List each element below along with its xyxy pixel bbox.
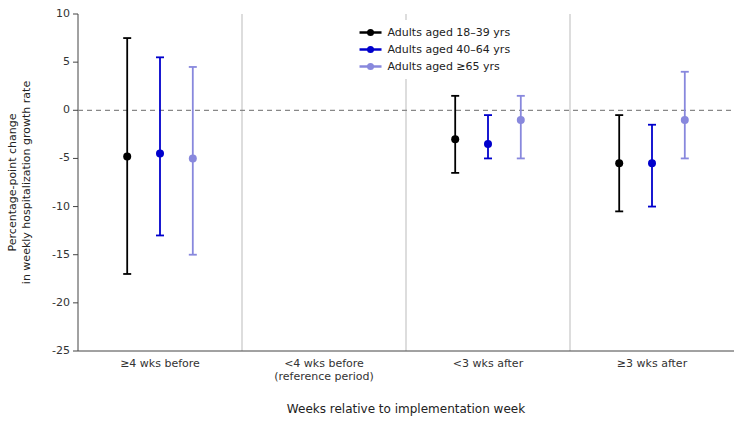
series: [189, 67, 689, 255]
error-bar: [684, 72, 686, 159]
legend-marker: [367, 46, 374, 53]
legend-label: Adults aged ≥65 yrs: [388, 60, 501, 73]
chart: 10 5 0 -5 -10 -15 -20 -25 ≥4 wks before <4 wks be…: [0, 0, 750, 423]
x-tick-label: ≥4 wks before: [120, 357, 200, 370]
y-tick-label: -10: [52, 200, 70, 213]
legend-item: Adults aged 18–39 yrs: [360, 26, 511, 39]
group-divider: [242, 14, 243, 351]
error-cap: [484, 158, 492, 160]
error-cap: [451, 95, 459, 97]
point: [189, 154, 197, 162]
point: [123, 153, 131, 161]
y-tick: [73, 302, 78, 303]
y-tick: [73, 254, 78, 255]
legend-item: Adults aged 40–64 yrs: [360, 43, 511, 56]
y-axis-title-line: in weekly hospitalization growth rate: [20, 81, 33, 285]
error-bar: [520, 96, 522, 159]
x-tick-label: <4 wks before(reference period): [274, 357, 374, 383]
x-tick-label-line: <4 wks before: [284, 357, 364, 370]
error-point: [681, 72, 689, 159]
x-tick-label-line: ≥4 wks before: [120, 357, 200, 370]
error-point: [123, 38, 131, 274]
error-point: [451, 96, 459, 173]
point: [451, 135, 459, 143]
y-tick-label: 10: [56, 7, 70, 20]
error-cap: [681, 71, 689, 73]
y-tick: [73, 14, 78, 15]
y-tick-label: 5: [63, 55, 70, 68]
series: [156, 57, 656, 235]
x-tick-label: ≥3 wks after: [617, 357, 688, 370]
y-tick-label: 0: [63, 103, 70, 116]
y-tick: [73, 110, 78, 111]
error-cap: [189, 254, 197, 256]
y-tick-label: -20: [52, 296, 70, 309]
y-tick-label: -25: [52, 344, 70, 357]
x-axis-title: Weeks relative to implementation week: [287, 402, 525, 416]
error-cap: [517, 158, 525, 160]
error-bar: [454, 96, 456, 173]
y-tick: [73, 351, 78, 352]
legend-marker: [367, 29, 374, 36]
error-cap: [681, 158, 689, 160]
error-point: [615, 115, 623, 211]
error-point: [517, 96, 525, 159]
group-divider: [570, 14, 571, 351]
legend: Adults aged 18–39 yrs Adults aged 40–64 y…: [354, 20, 529, 79]
error-point: [156, 57, 164, 235]
error-cap: [648, 124, 656, 126]
legend-marker: [367, 63, 374, 70]
x-axis-line: [78, 351, 734, 352]
legend-item: Adults aged ≥65 yrs: [360, 60, 501, 73]
error-point: [189, 67, 197, 255]
error-cap: [451, 172, 459, 174]
legend-label: Adults aged 18–39 yrs: [388, 26, 511, 39]
error-cap: [648, 206, 656, 208]
y-axis-line: [78, 14, 79, 351]
error-cap: [123, 37, 131, 39]
y-tick-label: -5: [59, 151, 70, 164]
error-bar: [487, 115, 489, 158]
error-cap: [156, 235, 164, 237]
y-axis-title-line: Percentage-point change: [6, 113, 19, 251]
point: [156, 150, 164, 158]
error-cap: [156, 56, 164, 58]
error-cap: [484, 114, 492, 116]
y-axis: 10 5 0 -5 -10 -15 -20 -25: [52, 7, 78, 357]
x-tick-label: <3 wks after: [453, 357, 524, 370]
point: [615, 159, 623, 167]
x-tick-label-line: ≥3 wks after: [617, 357, 688, 370]
x-tick-label-line: <3 wks after: [453, 357, 524, 370]
x-tick-label-line: (reference period): [274, 370, 374, 383]
legend-label: Adults aged 40–64 yrs: [388, 43, 511, 56]
point: [517, 116, 525, 124]
y-tick-label: -15: [52, 248, 70, 261]
error-bar: [159, 57, 161, 235]
y-tick: [73, 206, 78, 207]
point: [681, 116, 689, 124]
error-point: [648, 125, 656, 207]
point: [648, 159, 656, 167]
error-cap: [615, 114, 623, 116]
y-tick: [73, 158, 78, 159]
y-tick: [73, 62, 78, 63]
y-axis-title: Percentage-point changein weekly hospita…: [6, 81, 33, 285]
legend-box: [354, 20, 529, 79]
error-cap: [189, 66, 197, 68]
error-cap: [123, 273, 131, 275]
error-cap: [615, 210, 623, 212]
point: [484, 140, 492, 148]
error-cap: [517, 95, 525, 97]
error-point: [484, 115, 492, 158]
reference-line: [78, 110, 734, 111]
